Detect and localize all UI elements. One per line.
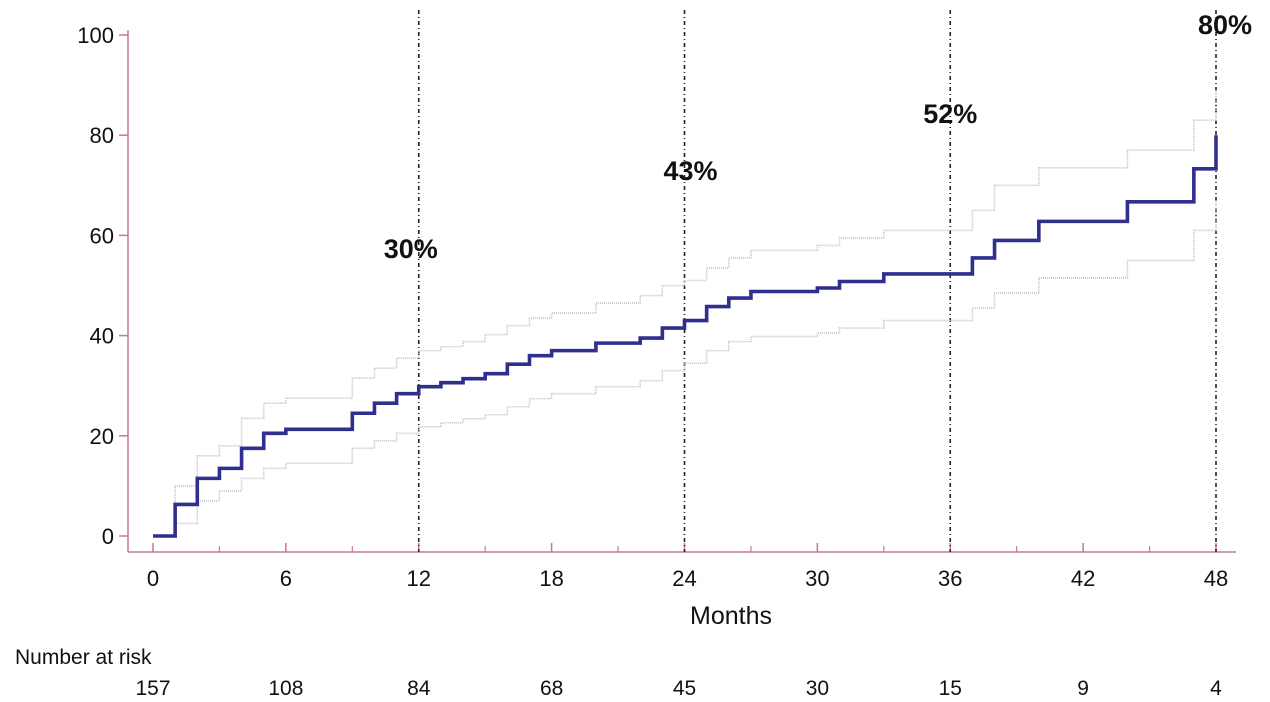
y-tick-label: 20 [90,424,114,449]
risk-count: 45 [673,677,696,700]
x-tick-label: 24 [672,566,696,591]
series-group [153,90,1218,538]
annotation-label: 52% [923,99,977,129]
risk-count: 108 [268,677,303,700]
risk-count: 15 [939,677,962,700]
y-tick-label: 100 [77,23,114,48]
x-tick-label: 6 [280,566,292,591]
x-tick-label: 12 [407,566,431,591]
risk-count: 84 [407,677,431,700]
annotations: 30% 43% 52% 80% [384,10,1252,264]
y-tick-label: 0 [102,524,114,549]
y-tick-label: 60 [90,223,114,248]
y-tick-label: 40 [90,324,114,349]
x-tick-label: 30 [805,566,829,591]
x-tick-label: 36 [938,566,962,591]
annotation-label: 43% [663,156,717,186]
axis-ticks: 0 20 40 60 80 100 0 6 12 18 24 30 36 42 48 [77,23,1228,591]
x-tick-label: 42 [1071,566,1095,591]
series-line-upper-ci [153,90,1217,537]
x-axis-title: Months [690,602,772,630]
x-tick-label: 18 [539,566,563,591]
series-line-lower-ci [153,200,1217,537]
risk-table-label: Number at risk [15,646,152,669]
reference-lines [417,10,1217,552]
risk-count: 30 [806,677,829,700]
axes [127,30,1236,553]
y-tick-label: 80 [90,123,114,148]
x-tick-label: 0 [147,566,159,591]
risk-table: Number at risk 157 108 84 68 45 30 15 9 4 [15,646,1222,700]
annotation-label: 80% [1198,10,1252,40]
risk-count: 157 [135,677,170,700]
annotation-label: 30% [384,234,438,264]
x-tick-label: 48 [1204,566,1228,591]
risk-count: 68 [540,677,563,700]
risk-count: 4 [1210,677,1222,700]
risk-count: 9 [1077,677,1089,700]
series-line-estimate [153,135,1218,538]
